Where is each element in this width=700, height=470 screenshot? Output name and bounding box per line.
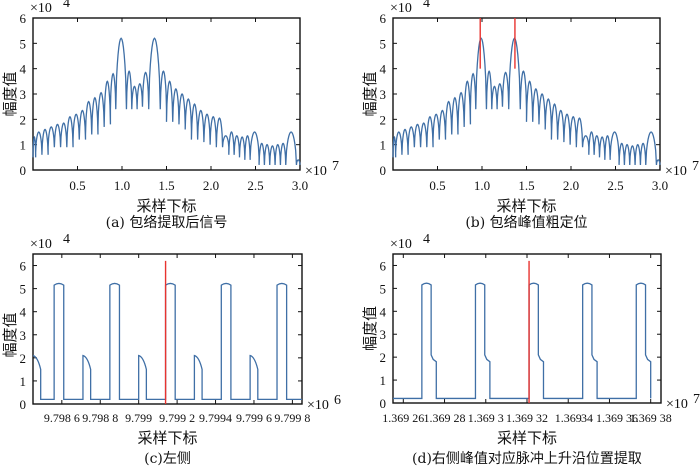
caption: (a) 包络提取后信号 xyxy=(106,215,228,231)
y-axis-label: 幅度值 xyxy=(361,71,379,116)
y-tick-label: 1 xyxy=(380,138,387,153)
x-tick-label: 1.369 3 xyxy=(468,411,504,425)
y-tick-label: 2 xyxy=(20,112,27,127)
x-tick-label: 1.5 xyxy=(518,178,534,193)
pulse-signal-line xyxy=(393,282,652,400)
x-axis-label: 采样下标 xyxy=(136,197,196,215)
x-tick-label: 1.0 xyxy=(114,178,130,193)
envelope-line xyxy=(392,37,661,166)
caption: (b) 包络峰值粗定位 xyxy=(465,215,587,231)
y-multiplier: ×10 xyxy=(390,1,412,16)
y-axis-label: 幅度值 xyxy=(1,71,19,116)
y-tick-label: 5 xyxy=(380,281,387,296)
y-tick-label: 5 xyxy=(380,36,387,51)
x-tick-label: 1.369 32 xyxy=(506,411,548,425)
y-tick-label: 1 xyxy=(20,374,27,389)
caption: (c)左侧 xyxy=(144,451,191,467)
x-axis-label: 采样下标 xyxy=(137,429,197,447)
y-tick-label: 3 xyxy=(20,328,27,343)
x-exponent: 6 xyxy=(334,393,341,408)
x-multiplier: ×10 xyxy=(666,397,688,412)
x-tick-label: 9.799 8 xyxy=(274,411,310,425)
x-tick-label: 9.798 6 xyxy=(44,411,80,425)
x-tick-label: 9.799 xyxy=(125,411,152,425)
y-exponent: 4 xyxy=(63,232,70,247)
y-tick-label: 0 xyxy=(20,163,27,178)
y-multiplier: ×10 xyxy=(30,237,52,252)
plot-frame xyxy=(32,253,303,405)
x-tick-label: 0.5 xyxy=(69,178,85,193)
y-tick-label: 3 xyxy=(380,87,387,102)
x-tick-label: 9.799 6 xyxy=(236,411,272,425)
x-tick-label: 2.5 xyxy=(607,178,623,193)
y-tick-label: 3 xyxy=(380,327,387,342)
y-tick-label: 0 xyxy=(20,397,27,412)
x-tick-label: 2.0 xyxy=(203,178,219,193)
y-tick-label: 4 xyxy=(20,62,27,77)
x-tick-label: 34 1.369 36 xyxy=(581,411,638,425)
y-multiplier: ×10 xyxy=(30,1,52,16)
y-tick-label: 6 xyxy=(380,258,387,273)
y-tick-label: 0 xyxy=(380,396,387,411)
x-tick-label: 2.0 xyxy=(563,178,579,193)
x-exponent: 7 xyxy=(693,392,700,407)
y-tick-label: 6 xyxy=(20,11,27,26)
y-tick-label: 2 xyxy=(380,350,387,365)
x-tick-label: 1.369 xyxy=(555,411,582,425)
y-tick-label: 6 xyxy=(20,259,27,274)
x-tick-label: 3.0 xyxy=(292,178,308,193)
y-tick-label: 6 xyxy=(380,11,387,26)
x-multiplier: ×10 xyxy=(307,398,329,413)
panel-c: 0 1 2 3 4 5 6 9.798 6 9.798 8 9.799 9.799 2 9.7994 9… xyxy=(1,232,341,467)
y-exponent: 4 xyxy=(63,0,70,11)
x-tick-label: 9.7994 xyxy=(199,411,232,425)
y-tick-label: 3 xyxy=(20,87,27,102)
x-tick-label: 2.5 xyxy=(247,178,263,193)
x-tick-label: 1.369 38 xyxy=(630,411,672,425)
x-tick-label: 1.0 xyxy=(474,178,490,193)
plot-frame xyxy=(392,253,662,404)
y-tick-label: 2 xyxy=(20,351,27,366)
y-exponent: 4 xyxy=(423,232,430,247)
y-tick-label: 5 xyxy=(20,36,27,51)
x-axis-label: 采样下标 xyxy=(497,429,557,447)
y-tick-label: 1 xyxy=(20,138,27,153)
y-tick-label: 2 xyxy=(380,112,387,127)
y-tick-label: 4 xyxy=(380,304,387,319)
x-multiplier: ×10 xyxy=(665,164,687,179)
x-tick-label: 9.798 8 xyxy=(82,411,118,425)
y-multiplier: ×10 xyxy=(390,237,412,252)
y-exponent: 4 xyxy=(423,0,430,11)
x-multiplier: ×10 xyxy=(305,164,327,179)
y-axis-label: 幅度值 xyxy=(1,312,19,357)
pulse-signal-line xyxy=(32,282,302,401)
x-axis-label: 采样下标 xyxy=(496,197,556,215)
x-tick-label: 9.799 2 xyxy=(159,411,195,425)
x-exponent: 7 xyxy=(332,159,339,174)
x-exponent: 7 xyxy=(692,159,699,174)
x-tick-label: 1.5 xyxy=(158,178,174,193)
caption: (d)右侧峰值对应脉冲上升沿位置提取 xyxy=(412,450,642,467)
y-tick-label: 5 xyxy=(20,282,27,297)
y-tick-label: 4 xyxy=(380,62,387,77)
y-axis-label: 幅度值 xyxy=(361,306,379,351)
x-tick-label: 0.5 xyxy=(429,178,445,193)
x-tick-label: 1.369 26 xyxy=(382,411,424,425)
panel-d: 0 1 2 3 4 5 6 1.369 26 1.369 28 1.369 3 1.369 32 1.… xyxy=(361,232,700,467)
y-tick-label: 4 xyxy=(20,305,27,320)
x-tick-label: 1.369 28 xyxy=(424,411,466,425)
x-tick-label: 3.0 xyxy=(652,178,668,193)
y-tick-label: 0 xyxy=(380,163,387,178)
y-tick-label: 1 xyxy=(380,373,387,388)
envelope-line xyxy=(32,37,301,166)
